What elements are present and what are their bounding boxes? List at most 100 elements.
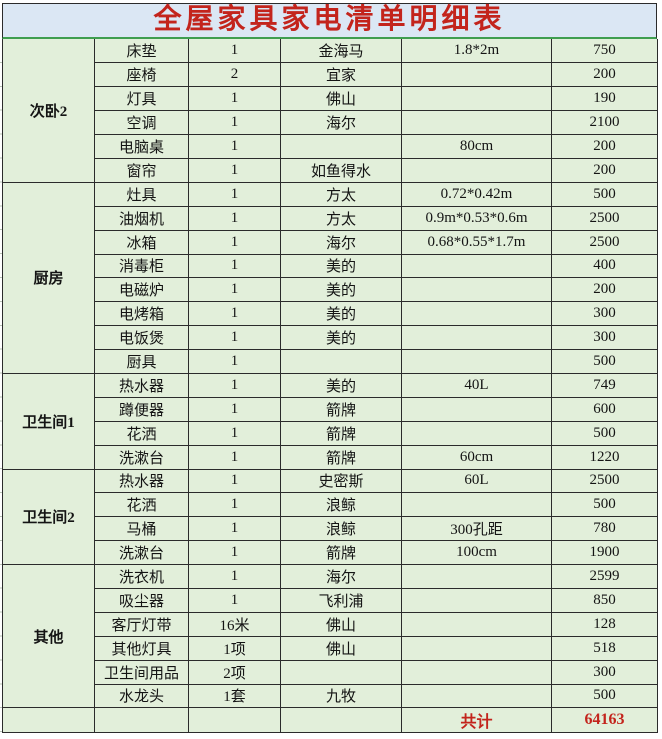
cell-size[interactable]: 100cm: [401, 540, 552, 566]
cell-quantity[interactable]: 1: [188, 444, 281, 470]
cell-brand[interactable]: 史密斯: [280, 468, 402, 494]
cell-size[interactable]: [401, 659, 552, 685]
cell-price[interactable]: 500: [551, 181, 658, 207]
cell-item[interactable]: 窗帘: [94, 157, 189, 183]
cell-price[interactable]: 300: [551, 301, 658, 327]
cell-brand[interactable]: 佛山: [280, 611, 402, 637]
cell-quantity[interactable]: 1: [188, 564, 281, 589]
cell-brand[interactable]: 美的: [280, 277, 402, 303]
cell-price[interactable]: 1900: [551, 540, 658, 566]
cell-size[interactable]: [401, 110, 552, 136]
cell-item[interactable]: 洗衣机: [94, 564, 189, 589]
cell-empty[interactable]: [2, 707, 95, 734]
cell-item[interactable]: 花洒: [94, 420, 189, 446]
cell-brand[interactable]: 浪鲸: [280, 492, 402, 518]
cell-item[interactable]: 蹲便器: [94, 396, 189, 422]
cell-price[interactable]: 750: [551, 39, 658, 64]
cell-size[interactable]: [401, 277, 552, 303]
cell-size[interactable]: [401, 301, 552, 327]
cell-brand[interactable]: 佛山: [280, 635, 402, 661]
cell-size[interactable]: [401, 86, 552, 112]
cell-quantity[interactable]: 1: [188, 86, 281, 112]
cell-category[interactable]: 其他: [2, 564, 95, 709]
cell-quantity[interactable]: 1: [188, 253, 281, 279]
cell-quantity[interactable]: 16米: [188, 611, 281, 637]
cell-item[interactable]: 油烟机: [94, 205, 189, 231]
cell-brand[interactable]: 美的: [280, 325, 402, 351]
cell-size[interactable]: [401, 683, 552, 709]
cell-quantity[interactable]: 1项: [188, 635, 281, 661]
cell-quantity[interactable]: 1: [188, 301, 281, 327]
cell-quantity[interactable]: 1: [188, 349, 281, 374]
cell-size[interactable]: 80cm: [401, 134, 552, 159]
cell-brand[interactable]: 箭牌: [280, 396, 402, 422]
cell-price[interactable]: 200: [551, 62, 658, 88]
cell-item[interactable]: 水龙头: [94, 683, 189, 709]
cell-brand[interactable]: 美的: [280, 372, 402, 398]
cell-price[interactable]: 400: [551, 253, 658, 279]
cell-quantity[interactable]: 1: [188, 134, 281, 159]
cell-price[interactable]: 300: [551, 325, 658, 351]
cell-size[interactable]: [401, 157, 552, 183]
cell-price[interactable]: 850: [551, 587, 658, 613]
cell-price[interactable]: 2599: [551, 564, 658, 589]
cell-item[interactable]: 灯具: [94, 86, 189, 112]
cell-brand[interactable]: [280, 659, 402, 685]
cell-item[interactable]: 电磁炉: [94, 277, 189, 303]
cell-brand[interactable]: 浪鲸: [280, 516, 402, 542]
cell-brand[interactable]: 海尔: [280, 564, 402, 589]
cell-item[interactable]: 消毒柜: [94, 253, 189, 279]
cell-size[interactable]: [401, 420, 552, 446]
cell-item[interactable]: 花洒: [94, 492, 189, 518]
cell-size[interactable]: [401, 564, 552, 589]
cell-item[interactable]: 电饭煲: [94, 325, 189, 351]
cell-item[interactable]: 其他灯具: [94, 635, 189, 661]
cell-item[interactable]: 洗漱台: [94, 540, 189, 566]
cell-size[interactable]: 60cm: [401, 444, 552, 470]
cell-price[interactable]: 780: [551, 516, 658, 542]
cell-empty[interactable]: [188, 707, 281, 734]
cell-item[interactable]: 洗漱台: [94, 444, 189, 470]
cell-price[interactable]: 500: [551, 492, 658, 518]
cell-brand[interactable]: 佛山: [280, 86, 402, 112]
cell-size[interactable]: 300孔距: [401, 516, 552, 542]
cell-item[interactable]: 座椅: [94, 62, 189, 88]
cell-item[interactable]: 灶具: [94, 181, 189, 207]
cell-quantity[interactable]: 1: [188, 39, 281, 64]
cell-quantity[interactable]: 1: [188, 277, 281, 303]
cell-item[interactable]: 马桶: [94, 516, 189, 542]
cell-quantity[interactable]: 1: [188, 516, 281, 542]
cell-category[interactable]: 厨房: [2, 181, 95, 374]
cell-size[interactable]: 40L: [401, 372, 552, 398]
cell-brand[interactable]: 美的: [280, 253, 402, 279]
cell-size[interactable]: 0.9m*0.53*0.6m: [401, 205, 552, 231]
cell-item[interactable]: 卫生间用品: [94, 659, 189, 685]
cell-quantity[interactable]: 1: [188, 229, 281, 255]
cell-price[interactable]: 190: [551, 86, 658, 112]
cell-size[interactable]: 1.8*2m: [401, 39, 552, 64]
cell-size[interactable]: [401, 253, 552, 279]
cell-size[interactable]: 60L: [401, 468, 552, 494]
cell-item[interactable]: 空调: [94, 110, 189, 136]
cell-price[interactable]: 500: [551, 420, 658, 446]
cell-brand[interactable]: 如鱼得水: [280, 157, 402, 183]
cell-price[interactable]: 200: [551, 134, 658, 159]
cell-item[interactable]: 电烤箱: [94, 301, 189, 327]
cell-quantity[interactable]: 1: [188, 205, 281, 231]
cell-price[interactable]: 300: [551, 659, 658, 685]
cell-brand[interactable]: 方太: [280, 181, 402, 207]
cell-brand[interactable]: 飞利浦: [280, 587, 402, 613]
cell-empty[interactable]: [280, 707, 402, 734]
cell-item[interactable]: 床垫: [94, 39, 189, 64]
cell-item[interactable]: 冰箱: [94, 229, 189, 255]
cell-item[interactable]: 客厅灯带: [94, 611, 189, 637]
cell-price[interactable]: 2500: [551, 468, 658, 494]
cell-price[interactable]: 500: [551, 349, 658, 374]
cell-quantity[interactable]: 1: [188, 157, 281, 183]
cell-price[interactable]: 600: [551, 396, 658, 422]
cell-brand[interactable]: 方太: [280, 205, 402, 231]
cell-quantity[interactable]: 2项: [188, 659, 281, 685]
cell-brand[interactable]: [280, 134, 402, 159]
cell-price[interactable]: 200: [551, 157, 658, 183]
cell-brand[interactable]: 宜家: [280, 62, 402, 88]
